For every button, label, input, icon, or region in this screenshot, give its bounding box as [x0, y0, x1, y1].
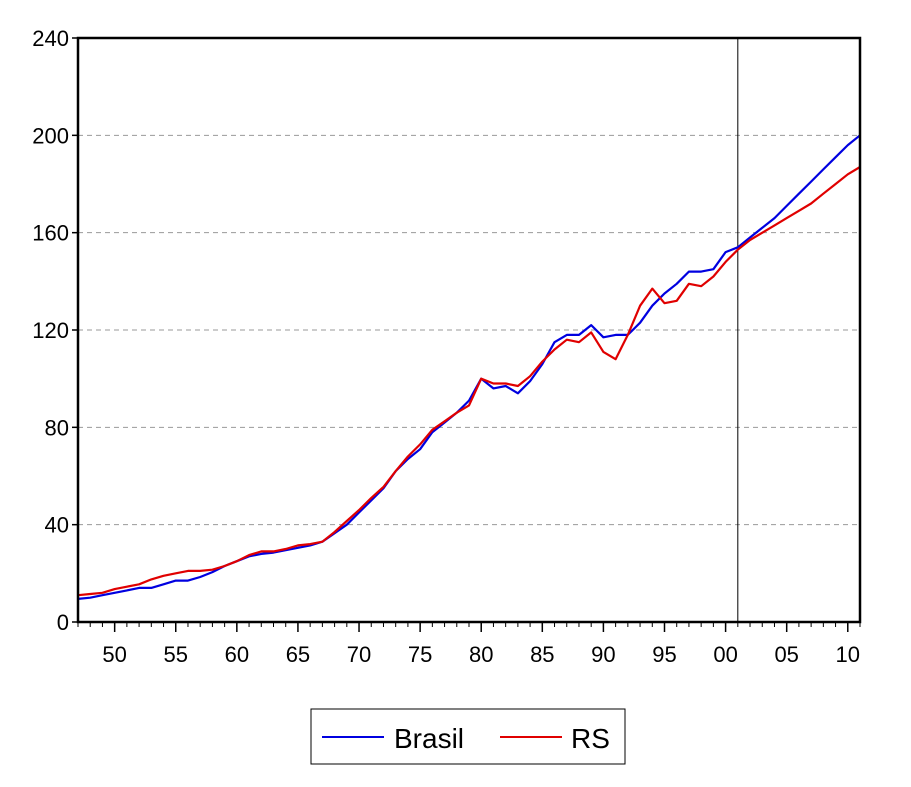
x-tick-label: 95: [652, 642, 676, 667]
y-tick-label: 240: [32, 26, 69, 51]
x-tick-label: 65: [286, 642, 310, 667]
x-tick-label: 50: [102, 642, 126, 667]
x-tick-label: 55: [164, 642, 188, 667]
y-tick-label: 40: [45, 513, 69, 538]
legend: Brasil RS: [310, 708, 626, 765]
x-tick-label: 60: [225, 642, 249, 667]
grid-lines: [78, 134, 860, 526]
x-tick-label: 10: [836, 642, 860, 667]
y-tick-label: 160: [32, 221, 69, 246]
series-lines: [77, 134, 861, 600]
x-tick-label: 05: [774, 642, 798, 667]
legend-label-brasil: Brasil: [394, 723, 464, 754]
x-tick-label: 75: [408, 642, 432, 667]
y-tick-label: 0: [57, 610, 69, 635]
y-tick-label: 120: [32, 318, 69, 343]
x-axis: 50 55 60 65 70 75 80 85 90 95 00 05 10: [77, 622, 861, 667]
y-axis: 0 40 80 120 160 200 240: [32, 26, 78, 635]
x-tick-label: 80: [469, 642, 493, 667]
series-line-brasil: [77, 134, 861, 600]
legend-label-rs: RS: [571, 723, 610, 754]
x-tick-label: 00: [713, 642, 737, 667]
y-tick-label: 80: [45, 415, 69, 440]
series-line-rs: [77, 166, 861, 597]
x-tick-label: 70: [347, 642, 371, 667]
x-tick-label: 85: [530, 642, 554, 667]
x-tick-label: 90: [591, 642, 615, 667]
y-tick-label: 200: [32, 123, 69, 148]
plot-frame: [76, 36, 862, 624]
